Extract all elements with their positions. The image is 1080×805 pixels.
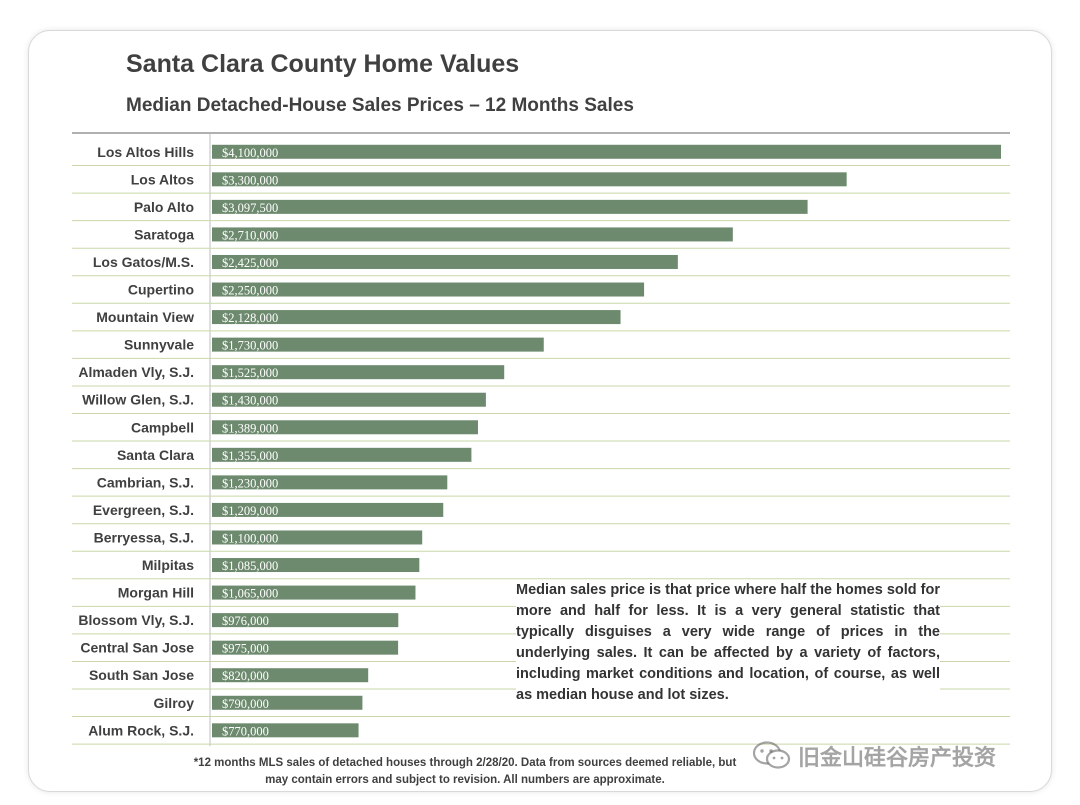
bar	[212, 420, 478, 435]
bar	[212, 310, 621, 325]
bar	[212, 365, 505, 380]
bar-value-label: $790,000	[222, 697, 269, 711]
category-label: Saratoga	[134, 226, 194, 242]
bar-value-label: $1,355,000	[222, 449, 278, 463]
category-label: Gilroy	[154, 695, 195, 711]
category-label: Blossom Vly, S.J.	[78, 612, 194, 628]
category-label: Morgan Hill	[118, 585, 194, 601]
bar-value-label: $1,525,000	[222, 366, 278, 380]
bar-value-label: $3,300,000	[222, 173, 278, 187]
category-label: Los Altos Hills	[97, 144, 194, 160]
category-label: Alum Rock, S.J.	[88, 722, 194, 738]
category-label: Palo Alto	[134, 199, 194, 215]
category-label: Campbell	[131, 419, 194, 435]
bar	[212, 530, 423, 545]
category-label: Berryessa, S.J.	[94, 529, 194, 545]
bar	[212, 558, 420, 573]
category-label: Milpitas	[142, 557, 194, 573]
bar-value-label: $4,100,000	[222, 146, 278, 160]
category-label: Los Altos	[131, 171, 194, 187]
bar	[212, 723, 359, 738]
bar-value-label: $2,425,000	[222, 256, 278, 270]
bar	[212, 144, 1001, 159]
category-label: Los Gatos/M.S.	[93, 254, 194, 270]
bar	[212, 337, 544, 352]
bar	[212, 172, 847, 187]
bar-value-label: $3,097,500	[222, 201, 278, 215]
category-label: Cupertino	[128, 282, 194, 298]
chart-title: Santa Clara County Home Values	[126, 50, 520, 78]
bar-value-label: $1,430,000	[222, 394, 278, 408]
bar-value-label: $976,000	[222, 614, 269, 628]
bar	[212, 447, 472, 462]
bar-value-label: $1,100,000	[222, 531, 278, 545]
category-label: Willow Glen, S.J.	[82, 392, 194, 408]
bar	[212, 199, 808, 214]
bar-value-label: $1,389,000	[222, 421, 278, 435]
bar	[212, 695, 363, 710]
chart-subtitle: Median Detached-House Sales Prices – 12 …	[126, 95, 634, 116]
bar-value-label: $1,230,000	[222, 476, 278, 490]
bar-value-label: $1,085,000	[222, 559, 278, 573]
bar-value-label: $2,250,000	[222, 284, 278, 298]
bar-value-label: $2,128,000	[222, 311, 278, 325]
bar	[212, 613, 399, 628]
category-label: Mountain View	[96, 309, 194, 325]
category-label: Sunnyvale	[124, 337, 194, 353]
category-label: Central San Jose	[80, 640, 194, 656]
bar	[212, 502, 444, 517]
category-label: Cambrian, S.J.	[97, 474, 194, 490]
bar-value-label: $770,000	[222, 724, 269, 738]
watermark: 旧金山硅谷房产投资	[752, 738, 996, 774]
bar	[212, 254, 678, 269]
bar	[212, 475, 448, 490]
bar	[212, 585, 416, 600]
wechat-icon	[752, 741, 791, 769]
bar	[212, 282, 645, 297]
bar	[212, 640, 399, 655]
bar-value-label: $1,730,000	[222, 339, 278, 353]
bar	[212, 668, 369, 683]
bar-value-label: $975,000	[222, 642, 269, 656]
bar-value-label: $1,209,000	[222, 504, 278, 518]
bar	[212, 392, 486, 407]
category-label: Evergreen, S.J.	[93, 502, 194, 518]
bar	[212, 227, 733, 242]
bar-value-label: $2,710,000	[222, 228, 278, 242]
data-source-footnote: *12 months MLS sales of detached houses …	[193, 757, 737, 786]
median-explanation-note: Median sales price is that price where h…	[516, 580, 940, 706]
category-label: Almaden Vly, S.J.	[78, 364, 194, 380]
watermark-text: 旧金山硅谷房产投资	[798, 745, 997, 770]
category-label: South San Jose	[89, 667, 194, 683]
bar-value-label: $820,000	[222, 669, 269, 683]
category-label: Santa Clara	[117, 447, 194, 463]
bar-value-label: $1,065,000	[222, 587, 278, 601]
